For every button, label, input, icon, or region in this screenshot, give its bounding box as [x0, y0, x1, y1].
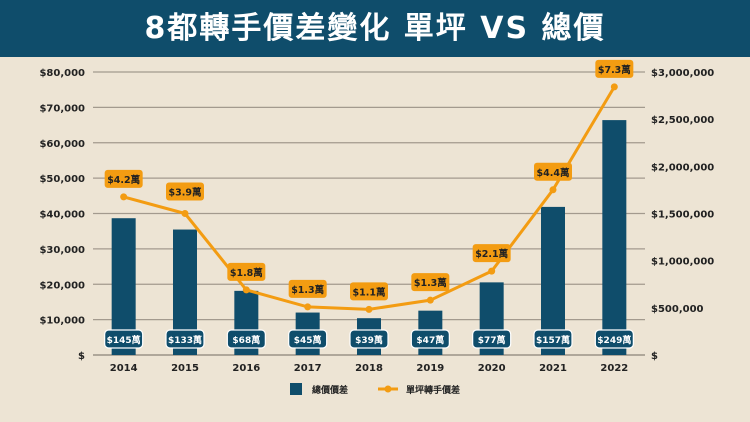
line-point: [242, 286, 250, 294]
bar-label: $45萬: [294, 334, 322, 346]
line-label-box: [104, 169, 143, 188]
bar-label-box: [472, 329, 512, 349]
bar-label: $68萬: [232, 334, 260, 346]
line-point: [549, 186, 557, 194]
bar: [111, 218, 136, 355]
bar-label: $157萬: [536, 334, 570, 346]
left-tick-label: $60,000: [39, 139, 85, 150]
x-tick-label: 2014: [110, 363, 138, 374]
bar-label-box: [104, 329, 144, 349]
right-tick-label: $3,000,000: [651, 68, 714, 79]
bar: [602, 120, 627, 355]
bar-label-box: [226, 329, 266, 349]
line-label-box: [227, 262, 266, 281]
x-tick-label: 2021: [539, 363, 567, 374]
chart-title: 8都轉手價差變化 單坪 VS 總價: [0, 0, 750, 57]
line-label-box: [595, 59, 634, 78]
line-label: $7.3萬: [598, 64, 631, 76]
line-point: [610, 83, 618, 91]
bar-label: $39萬: [355, 334, 383, 346]
right-tick-label: $1,000,000: [651, 257, 714, 268]
x-tick-label: 2018: [355, 363, 383, 374]
x-tick-label: 2016: [232, 363, 260, 374]
line-label-box: [350, 282, 388, 301]
left-tick-label: $50,000: [39, 174, 85, 185]
left-tick-label: $: [78, 351, 85, 362]
line-point: [488, 267, 496, 275]
left-tick-label: $10,000: [39, 316, 85, 327]
line-label-box: [472, 244, 511, 263]
line-point: [426, 296, 434, 304]
line-label-box: [288, 279, 327, 298]
line-point: [365, 305, 373, 313]
bar-label-box: [288, 329, 328, 349]
bar-label: $145萬: [107, 334, 141, 346]
left-tick-label: $30,000: [39, 245, 85, 256]
line-label: $4.2萬: [107, 174, 140, 186]
line-label: $1.8萬: [230, 267, 263, 279]
line-label: $3.9萬: [169, 187, 202, 199]
legend-line-label: 單坪轉手價差: [406, 384, 460, 396]
bar-label-box: [533, 329, 573, 349]
left-tick-label: $70,000: [39, 103, 85, 114]
legend-bar-swatch: [290, 383, 302, 395]
line-point: [181, 210, 189, 217]
line-label: $2.1萬: [475, 248, 508, 260]
right-tick-label: $1,500,000: [651, 210, 714, 221]
x-tick-label: 2019: [416, 363, 444, 374]
x-tick-label: 2020: [478, 363, 506, 374]
legend-bar-label: 總價價差: [312, 384, 348, 396]
right-tick-label: $2,000,000: [651, 162, 714, 173]
bar-label: $133萬: [168, 334, 202, 346]
line-label-box: [411, 273, 450, 292]
line-label-box: [166, 182, 204, 201]
line-label: $4.4萬: [537, 167, 570, 179]
bar-label: $47萬: [416, 334, 444, 346]
left-tick-label: $20,000: [39, 280, 85, 291]
right-tick-label: $2,500,000: [651, 115, 714, 126]
bar-label-box: [410, 329, 450, 349]
left-tick-label: $80,000: [39, 68, 85, 79]
bar-label: $77萬: [478, 334, 506, 346]
line-label: $1.3萬: [414, 277, 447, 289]
line-point: [304, 303, 312, 311]
bar-label: $249萬: [597, 334, 631, 346]
x-tick-label: 2017: [294, 363, 322, 374]
x-tick-label: 2022: [600, 363, 628, 374]
legend-line-marker: [384, 385, 392, 393]
line-label: $1.3萬: [291, 284, 324, 296]
line-point: [120, 193, 128, 201]
x-tick-label: 2015: [171, 363, 199, 374]
left-tick-label: $40,000: [39, 210, 85, 221]
right-tick-label: $: [651, 351, 658, 362]
line-label-box: [534, 162, 572, 181]
line-label: $1.1萬: [353, 286, 386, 298]
bar-label-box: [349, 329, 389, 349]
right-tick-label: $500,000: [651, 304, 704, 315]
bar-label-box: [165, 329, 205, 349]
bar-label-box: [594, 329, 634, 349]
